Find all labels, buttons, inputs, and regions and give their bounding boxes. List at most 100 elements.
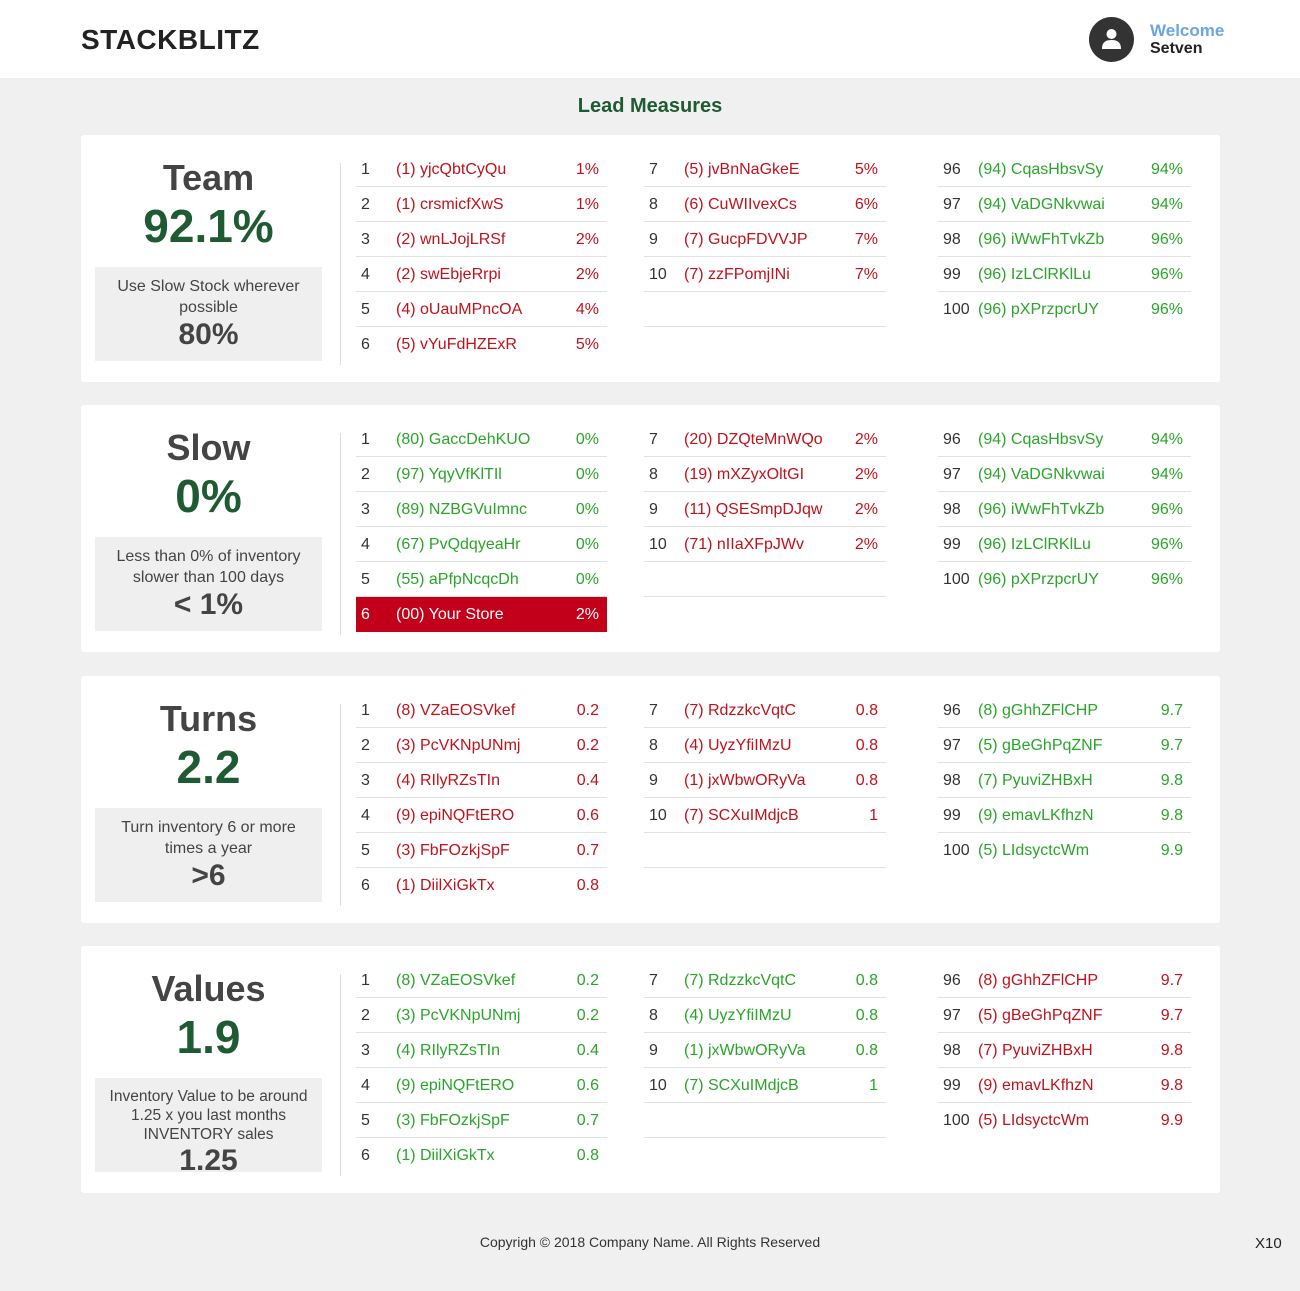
store-name: (7) PyuviZHBxH [978, 1042, 1093, 1059]
rank-number: 5 [361, 301, 370, 318]
ranking-column-2: 7 (5) jvBnNaGkeE 5% 8 (6) CuWIIvexCs 6% 9 (7) G… [644, 152, 886, 327]
ranking-row[interactable]: 8 (4) UyzYfiIMzU 0.8 [644, 728, 886, 763]
store-name: (5) LIdsyctcWm [978, 1112, 1090, 1129]
ranking-row[interactable]: 2 (1) crsmicfXwS 1% [356, 187, 607, 222]
ranking-row[interactable]: 96 (94) CqasHbsvSy 94% [938, 422, 1191, 457]
ranking-row[interactable]: 2 (3) PcVKNpUNmj 0.2 [356, 728, 607, 763]
ranking-row[interactable]: 97 (5) gBeGhPqZNF 9.7 [938, 728, 1191, 763]
store-name: (4) RIlyRZsTIn [396, 1042, 500, 1059]
ranking-row[interactable]: 99 (9) emavLKfhzN 9.8 [938, 1068, 1191, 1103]
rank-number: 10 [649, 266, 667, 283]
ranking-row[interactable]: 1 (1) yjcQbtCyQu 1% [356, 152, 607, 187]
ranking-row[interactable]: 3 (4) RIlyRZsTIn 0.4 [356, 1033, 607, 1068]
ranking-row[interactable]: 1 (8) VZaEOSVkef 0.2 [356, 963, 607, 998]
store-value: 0.6 [576, 1077, 599, 1094]
ranking-row[interactable]: 100 (96) pXPrzpcrUY 96% [938, 562, 1191, 597]
store-value: 94% [1150, 196, 1183, 213]
store-name: (1) jxWbwORyVa [684, 772, 806, 789]
store-name: (3) PcVKNpUNmj [396, 1007, 521, 1024]
store-name: (89) NZBGVuImnc [396, 501, 527, 518]
ranking-row[interactable]: 96 (8) gGhhZFlCHP 9.7 [938, 963, 1191, 998]
ranking-row[interactable]: 8 (4) UyzYfiIMzU 0.8 [644, 998, 886, 1033]
ranking-row[interactable]: 5 (55) aPfpNcqcDh 0% [356, 562, 607, 597]
ranking-row[interactable]: 2 (3) PcVKNpUNmj 0.2 [356, 998, 607, 1033]
ranking-row[interactable]: 1 (80) GaccDehKUO 0% [356, 422, 607, 457]
measure-card-slow: Slow 0% Less than 0% of inventory slower t… [81, 405, 1220, 652]
ranking-row[interactable]: 9 (1) jxWbwORyVa 0.8 [644, 763, 886, 798]
ranking-row[interactable]: 3 (89) NZBGVuImnc 0% [356, 492, 607, 527]
ranking-row[interactable]: 8 (19) mXZyxOltGI 2% [644, 457, 886, 492]
ranking-row[interactable]: 9 (11) QSESmpDJqw 2% [644, 492, 886, 527]
ranking-row[interactable]: 4 (67) PvQdqyeaHr 0% [356, 527, 607, 562]
ranking-row[interactable]: 8 (6) CuWIIvexCs 6% [644, 187, 886, 222]
ranking-row[interactable]: 6 (1) DiilXiGkTx 0.8 [356, 1138, 607, 1173]
store-name: (96) IzLClRKlLu [978, 266, 1091, 283]
ranking-row[interactable]: 10 (7) SCXuIMdjcB 1 [644, 1068, 886, 1103]
user-avatar[interactable] [1089, 17, 1134, 62]
ranking-row[interactable]: 99 (9) emavLKfhzN 9.8 [938, 798, 1191, 833]
ranking-row[interactable]: 4 (2) swEbjeRrpi 2% [356, 257, 607, 292]
target-value: < 1% [173, 588, 244, 621]
ranking-row[interactable]: 4 (9) epiNQFtERO 0.6 [356, 798, 607, 833]
ranking-row[interactable]: 4 (9) epiNQFtERO 0.6 [356, 1068, 607, 1103]
ranking-row[interactable]: 10 (71) nIIaXFpJWv 2% [644, 527, 886, 562]
rank-number: 5 [361, 571, 370, 588]
ranking-row[interactable]: 5 (3) FbFOzkjSpF 0.7 [356, 1103, 607, 1138]
measure-summary: Slow 0% Less than 0% of inventory slower t… [95, 405, 322, 652]
ranking-row[interactable]: 98 (7) PyuviZHBxH 9.8 [938, 1033, 1191, 1068]
your-store-row[interactable]: 6 (00) Your Store 2% [356, 597, 607, 632]
ranking-row[interactable]: 9 (7) GucpFDVVJP 7% [644, 222, 886, 257]
rank-number: 96 [943, 702, 961, 719]
ranking-row[interactable]: 9 (1) jxWbwORyVa 0.8 [644, 1033, 886, 1068]
ranking-row[interactable]: 7 (7) RdzzkcVqtC 0.8 [644, 693, 886, 728]
username[interactable]: Setven [1150, 40, 1203, 57]
store-name: (94) CqasHbsvSy [978, 161, 1104, 178]
store-name: (8) VZaEOSVkef [396, 702, 516, 719]
ranking-row[interactable]: 98 (96) iWwFhTvkZb 96% [938, 492, 1191, 527]
ranking-row[interactable]: 7 (5) jvBnNaGkeE 5% [644, 152, 886, 187]
ranking-row[interactable]: 97 (94) VaDGNkvwai 94% [938, 457, 1191, 492]
ranking-row[interactable]: 100 (5) LIdsyctcWm 9.9 [938, 1103, 1191, 1138]
store-value: 94% [1150, 466, 1183, 483]
store-value: 0.8 [855, 1042, 878, 1059]
ranking-row[interactable]: 96 (94) CqasHbsvSy 94% [938, 152, 1191, 187]
ranking-row[interactable]: 3 (2) wnLJojLRSf 2% [356, 222, 607, 257]
store-value: 0.2 [576, 702, 599, 719]
rank-number: 3 [361, 501, 370, 518]
ranking-row[interactable]: 98 (7) PyuviZHBxH 9.8 [938, 763, 1191, 798]
ranking-row[interactable]: 97 (5) gBeGhPqZNF 9.7 [938, 998, 1191, 1033]
ranking-row[interactable]: 5 (4) oUauMPncOA 4% [356, 292, 607, 327]
ranking-row[interactable]: 100 (96) pXPrzpcrUY 96% [938, 292, 1191, 327]
rank-number: 8 [649, 466, 658, 483]
ranking-row[interactable]: 98 (96) iWwFhTvkZb 96% [938, 222, 1191, 257]
ranking-row[interactable]: 5 (3) FbFOzkjSpF 0.7 [356, 833, 607, 868]
ranking-row[interactable]: 3 (4) RIlyRZsTIn 0.4 [356, 763, 607, 798]
store-value: 0.4 [576, 1042, 599, 1059]
rank-number: 99 [943, 536, 961, 553]
ranking-row[interactable]: 7 (20) DZQteMnWQo 2% [644, 422, 886, 457]
ranking-row[interactable]: 97 (94) VaDGNkvwai 94% [938, 187, 1191, 222]
target-description: Less than 0% of inventory slower than 10… [116, 548, 301, 586]
ranking-row[interactable]: 7 (7) RdzzkcVqtC 0.8 [644, 963, 886, 998]
rank-number: 98 [943, 1042, 961, 1059]
ranking-column-2: 7 (7) RdzzkcVqtC 0.8 8 (4) UyzYfiIMzU 0.8 9 (1)… [644, 693, 886, 868]
ranking-row[interactable]: 2 (97) YqyVfKlTIl 0% [356, 457, 607, 492]
brand-logo[interactable]: STACKBLITZ [81, 24, 260, 55]
ranking-row[interactable]: 10 (7) SCXuIMdjcB 1 [644, 798, 886, 833]
ranking-row[interactable]: 10 (7) zzFPomjINi 7% [644, 257, 886, 292]
rank-number: 2 [361, 196, 370, 213]
rank-number: 1 [361, 161, 370, 178]
ranking-row[interactable]: 96 (8) gGhhZFlCHP 9.7 [938, 693, 1191, 728]
ranking-row[interactable]: 6 (5) vYuFdHZExR 5% [356, 327, 607, 362]
ranking-row[interactable]: 99 (96) IzLClRKlLu 96% [938, 527, 1191, 562]
rank-number: 99 [943, 266, 961, 283]
store-value: 0% [575, 431, 599, 448]
ranking-row[interactable]: 6 (1) DiilXiGkTx 0.8 [356, 868, 607, 903]
rank-number: 98 [943, 231, 961, 248]
store-name: (20) DZQteMnWQo [684, 431, 823, 448]
store-name: (3) FbFOzkjSpF [396, 1112, 510, 1129]
ranking-row[interactable]: 99 (96) IzLClRKlLu 96% [938, 257, 1191, 292]
ranking-row[interactable]: 100 (5) LIdsyctcWm 9.9 [938, 833, 1191, 868]
rank-number: 8 [649, 1007, 658, 1024]
ranking-row[interactable]: 1 (8) VZaEOSVkef 0.2 [356, 693, 607, 728]
